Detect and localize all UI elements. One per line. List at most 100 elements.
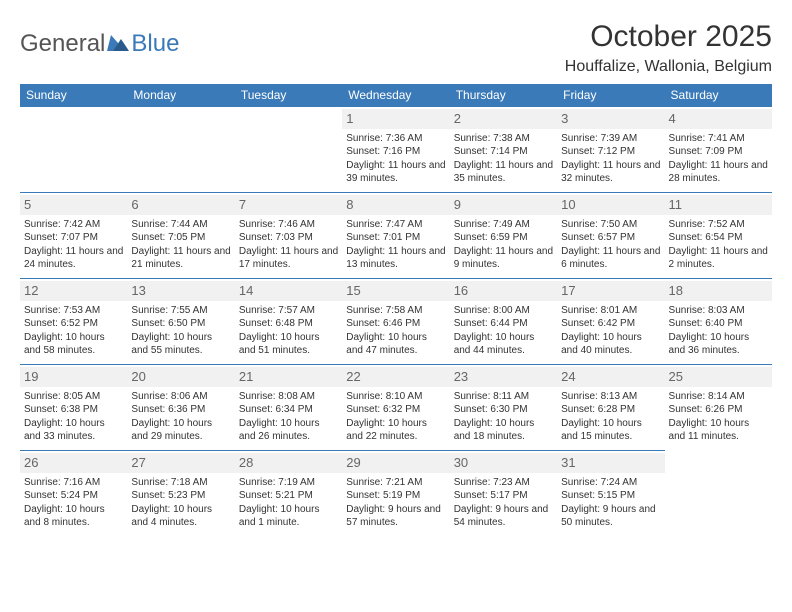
daylight-text: Daylight: 10 hours and 4 minutes. (131, 503, 230, 530)
sunset-text: Sunset: 5:21 PM (239, 489, 338, 503)
daylight-text: Daylight: 9 hours and 54 minutes. (454, 503, 553, 530)
weekday-header: Tuesday (235, 84, 342, 107)
calendar-cell (20, 107, 127, 193)
calendar-row: 19Sunrise: 8:05 AMSunset: 6:38 PMDayligh… (20, 365, 772, 451)
sunset-text: Sunset: 6:40 PM (669, 317, 768, 331)
sunset-text: Sunset: 6:34 PM (239, 403, 338, 417)
sunset-text: Sunset: 6:38 PM (24, 403, 123, 417)
calendar-cell: 16Sunrise: 8:00 AMSunset: 6:44 PMDayligh… (450, 279, 557, 365)
calendar-cell: 5Sunrise: 7:42 AMSunset: 7:07 PMDaylight… (20, 193, 127, 279)
sunset-text: Sunset: 6:30 PM (454, 403, 553, 417)
day-number: 8 (342, 195, 449, 215)
day-number: 14 (235, 281, 342, 301)
sunrise-text: Sunrise: 7:41 AM (669, 132, 768, 146)
daylight-text: Daylight: 10 hours and 55 minutes. (131, 331, 230, 358)
calendar-cell: 18Sunrise: 8:03 AMSunset: 6:40 PMDayligh… (665, 279, 772, 365)
brand-blue: Blue (131, 30, 179, 58)
sunrise-text: Sunrise: 7:44 AM (131, 218, 230, 232)
weekday-header-row: Sunday Monday Tuesday Wednesday Thursday… (20, 84, 772, 107)
calendar-row: 1Sunrise: 7:36 AMSunset: 7:16 PMDaylight… (20, 107, 772, 193)
calendar-cell: 9Sunrise: 7:49 AMSunset: 6:59 PMDaylight… (450, 193, 557, 279)
weekday-header: Thursday (450, 84, 557, 107)
weekday-header: Sunday (20, 84, 127, 107)
day-number: 3 (557, 109, 664, 129)
sunrise-text: Sunrise: 7:46 AM (239, 218, 338, 232)
day-number: 22 (342, 367, 449, 387)
day-number: 13 (127, 281, 234, 301)
day-number: 19 (20, 367, 127, 387)
daylight-text: Daylight: 11 hours and 9 minutes. (454, 245, 553, 272)
calendar-cell: 24Sunrise: 8:13 AMSunset: 6:28 PMDayligh… (557, 365, 664, 451)
sunset-text: Sunset: 5:23 PM (131, 489, 230, 503)
calendar-row: 5Sunrise: 7:42 AMSunset: 7:07 PMDaylight… (20, 193, 772, 279)
day-number: 5 (20, 195, 127, 215)
daylight-text: Daylight: 10 hours and 33 minutes. (24, 417, 123, 444)
day-number: 24 (557, 367, 664, 387)
day-number: 25 (665, 367, 772, 387)
sunrise-text: Sunrise: 7:58 AM (346, 304, 445, 318)
daylight-text: Daylight: 10 hours and 29 minutes. (131, 417, 230, 444)
calendar-cell: 10Sunrise: 7:50 AMSunset: 6:57 PMDayligh… (557, 193, 664, 279)
sunset-text: Sunset: 7:14 PM (454, 145, 553, 159)
daylight-text: Daylight: 10 hours and 51 minutes. (239, 331, 338, 358)
sunrise-text: Sunrise: 8:13 AM (561, 390, 660, 404)
sunrise-text: Sunrise: 8:10 AM (346, 390, 445, 404)
calendar-cell: 8Sunrise: 7:47 AMSunset: 7:01 PMDaylight… (342, 193, 449, 279)
daylight-text: Daylight: 10 hours and 40 minutes. (561, 331, 660, 358)
daylight-text: Daylight: 10 hours and 22 minutes. (346, 417, 445, 444)
calendar-cell: 14Sunrise: 7:57 AMSunset: 6:48 PMDayligh… (235, 279, 342, 365)
day-number: 30 (450, 453, 557, 473)
calendar-cell: 1Sunrise: 7:36 AMSunset: 7:16 PMDaylight… (342, 107, 449, 193)
daylight-text: Daylight: 10 hours and 44 minutes. (454, 331, 553, 358)
calendar-cell: 20Sunrise: 8:06 AMSunset: 6:36 PMDayligh… (127, 365, 234, 451)
sunset-text: Sunset: 6:50 PM (131, 317, 230, 331)
daylight-text: Daylight: 11 hours and 32 minutes. (561, 159, 660, 186)
sunrise-text: Sunrise: 7:23 AM (454, 476, 553, 490)
sunrise-text: Sunrise: 7:38 AM (454, 132, 553, 146)
sunrise-text: Sunrise: 7:42 AM (24, 218, 123, 232)
daylight-text: Daylight: 11 hours and 2 minutes. (669, 245, 768, 272)
calendar-cell: 6Sunrise: 7:44 AMSunset: 7:05 PMDaylight… (127, 193, 234, 279)
calendar-cell: 31Sunrise: 7:24 AMSunset: 5:15 PMDayligh… (557, 451, 664, 537)
day-number: 18 (665, 281, 772, 301)
daylight-text: Daylight: 10 hours and 1 minute. (239, 503, 338, 530)
day-number: 2 (450, 109, 557, 129)
daylight-text: Daylight: 11 hours and 28 minutes. (669, 159, 768, 186)
calendar-cell: 23Sunrise: 8:11 AMSunset: 6:30 PMDayligh… (450, 365, 557, 451)
sunset-text: Sunset: 7:01 PM (346, 231, 445, 245)
daylight-text: Daylight: 11 hours and 24 minutes. (24, 245, 123, 272)
calendar-cell: 26Sunrise: 7:16 AMSunset: 5:24 PMDayligh… (20, 451, 127, 537)
calendar-cell: 17Sunrise: 8:01 AMSunset: 6:42 PMDayligh… (557, 279, 664, 365)
sunrise-text: Sunrise: 8:05 AM (24, 390, 123, 404)
sunrise-text: Sunrise: 7:21 AM (346, 476, 445, 490)
calendar-row: 26Sunrise: 7:16 AMSunset: 5:24 PMDayligh… (20, 451, 772, 537)
month-title: October 2025 (565, 20, 772, 54)
calendar-cell: 3Sunrise: 7:39 AMSunset: 7:12 PMDaylight… (557, 107, 664, 193)
calendar-cell: 11Sunrise: 7:52 AMSunset: 6:54 PMDayligh… (665, 193, 772, 279)
sunrise-text: Sunrise: 8:14 AM (669, 390, 768, 404)
sunrise-text: Sunrise: 8:06 AM (131, 390, 230, 404)
daylight-text: Daylight: 10 hours and 47 minutes. (346, 331, 445, 358)
calendar-cell: 22 Sunrise: 8:10 AMSunset: 6:32 PMDayligh… (342, 365, 449, 451)
day-number: 1 (342, 109, 449, 129)
sunrise-text: Sunrise: 8:03 AM (669, 304, 768, 318)
sunset-text: Sunset: 5:24 PM (24, 489, 123, 503)
calendar-cell: 7Sunrise: 7:46 AMSunset: 7:03 PMDaylight… (235, 193, 342, 279)
calendar-table: Sunday Monday Tuesday Wednesday Thursday… (20, 84, 772, 537)
day-number: 29 (342, 453, 449, 473)
daylight-text: Daylight: 10 hours and 58 minutes. (24, 331, 123, 358)
sunrise-text: Sunrise: 8:08 AM (239, 390, 338, 404)
sunset-text: Sunset: 6:42 PM (561, 317, 660, 331)
calendar-cell: 30Sunrise: 7:23 AMSunset: 5:17 PMDayligh… (450, 451, 557, 537)
sunrise-text: Sunrise: 7:18 AM (131, 476, 230, 490)
calendar-cell: 25Sunrise: 8:14 AMSunset: 6:26 PMDayligh… (665, 365, 772, 451)
calendar-cell: 21Sunrise: 8:08 AMSunset: 6:34 PMDayligh… (235, 365, 342, 451)
sunrise-text: Sunrise: 8:11 AM (454, 390, 553, 404)
daylight-text: Daylight: 10 hours and 15 minutes. (561, 417, 660, 444)
sunrise-text: Sunrise: 7:24 AM (561, 476, 660, 490)
day-number: 26 (20, 453, 127, 473)
sunset-text: Sunset: 7:05 PM (131, 231, 230, 245)
day-number: 6 (127, 195, 234, 215)
day-number: 15 (342, 281, 449, 301)
sunset-text: Sunset: 6:32 PM (346, 403, 445, 417)
